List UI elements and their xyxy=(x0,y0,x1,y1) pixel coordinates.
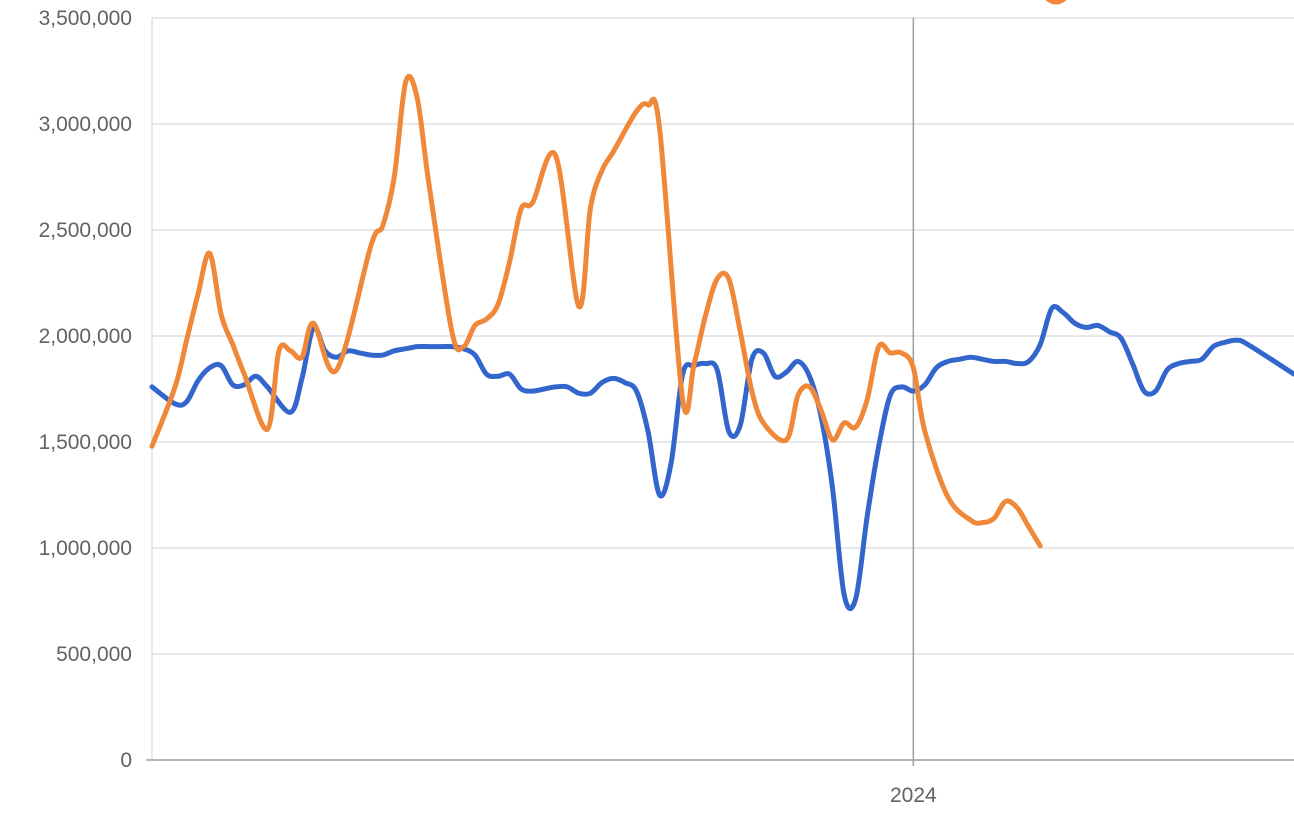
y-tick-label: 3,500,000 xyxy=(39,7,132,30)
y-tick-label: 3,000,000 xyxy=(39,113,132,136)
series-line-blue xyxy=(149,304,1294,612)
x-axis: 2024 xyxy=(890,784,937,807)
y-tick-label: 1,500,000 xyxy=(39,431,132,454)
y-tick-label: 1,000,000 xyxy=(39,537,132,560)
y-tick-label: 2,000,000 xyxy=(39,325,132,348)
y-axis: 0 500,000 1,000,000 1,500,000 2,000,000 2,500… xyxy=(39,7,132,772)
y-tick-label: 2,500,000 xyxy=(39,219,132,242)
gridlines xyxy=(146,17,1294,766)
legend-marker-orange xyxy=(1045,0,1067,5)
x-tick-label-year: 2024 xyxy=(890,784,937,807)
series-lines xyxy=(149,73,1294,612)
y-tick-label: 500,000 xyxy=(56,643,132,666)
y-tick-label: 0 xyxy=(120,749,132,772)
series-line-orange xyxy=(149,73,1043,549)
